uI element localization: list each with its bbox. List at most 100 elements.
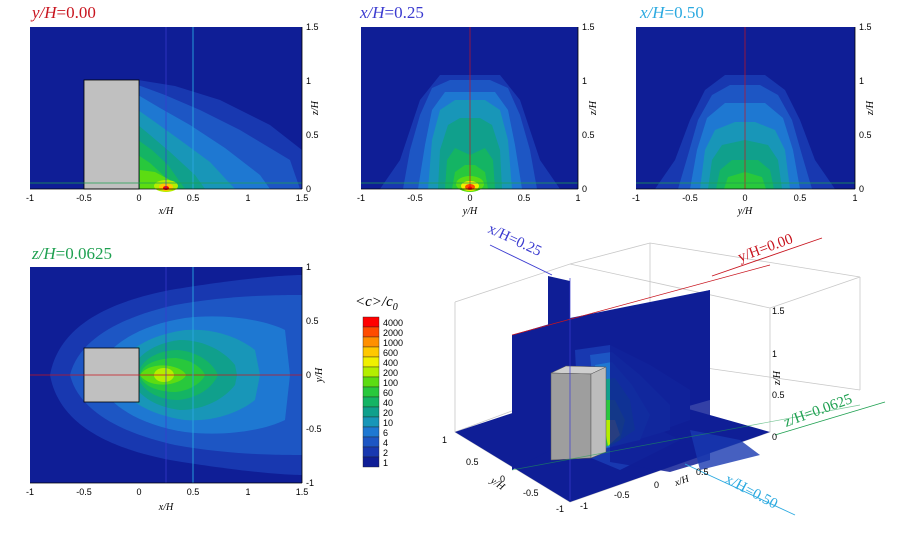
x-tick: 0 [136, 193, 141, 203]
y-axis: 0 0.5 1 1.5 z/H [301, 22, 321, 194]
x-tick: 1.5 [296, 193, 309, 203]
y-axis-label: z/H [865, 100, 876, 116]
x-tick: -0.5 [76, 193, 92, 203]
legend-swatch [362, 356, 380, 368]
y-axis-label: z/H [588, 100, 599, 116]
legend-label: 200 [383, 368, 398, 378]
z-tick: 1 [772, 349, 777, 359]
legend-swatch [362, 316, 380, 328]
y-tick: 1 [859, 76, 864, 86]
y-tick: 0 [582, 184, 587, 194]
y-tick: 0.5 [582, 130, 595, 140]
x-axis-label: y/H [462, 206, 478, 217]
legend-label: 10 [383, 418, 393, 428]
y-tick: 0.5 [466, 457, 479, 467]
z-tick: 0 [772, 432, 777, 442]
legend-label: 100 [383, 378, 398, 388]
legend-swatch [362, 426, 380, 438]
title-val: =0.0625 [56, 244, 112, 263]
legend-label: 4 [383, 438, 388, 448]
legend-label: 2000 [383, 328, 403, 338]
x-tick: 1 [575, 193, 580, 203]
legend-label: 1000 [383, 338, 403, 348]
y-tick: 1.5 [859, 22, 872, 32]
legend-swatch [362, 326, 380, 338]
x-axis-label: x/H [158, 502, 174, 513]
plane-xH-050 [610, 290, 710, 472]
panel-title: z/H=0.0625 [31, 244, 112, 263]
x-tick: -0.5 [614, 490, 630, 500]
y-tick: -0.5 [306, 424, 322, 434]
x-tick: 0 [467, 193, 472, 203]
x-tick: 0.5 [518, 193, 531, 203]
y-axis-label: z/H [310, 100, 321, 116]
x-tick: 0.5 [187, 193, 200, 203]
title-val: =0.25 [385, 3, 424, 22]
title-val: =0.50 [665, 3, 704, 22]
legend-label: 40 [383, 398, 393, 408]
z-tick: 0.5 [772, 390, 785, 400]
legend-swatch [362, 376, 380, 388]
x-tick: 1 [245, 487, 250, 497]
x-axis-label: x/H [672, 473, 691, 489]
leader-xH-025 [489, 244, 553, 276]
y-tick: -0.5 [523, 488, 539, 498]
panel-xH-050: x/H=0.50 -1 -0.5 0 0.5 1 y/H 0 0.5 1 1.5… [632, 3, 876, 217]
y-tick: 0.5 [306, 316, 319, 326]
x-axis-label: y/H [737, 206, 753, 217]
view-3d: x/H=0.25 y/H=0.00 z/H=0.0625 x/H=0.50 1.… [442, 221, 886, 516]
x-tick: 1 [245, 193, 250, 203]
title-var: x/H [639, 3, 666, 22]
x-axis: -1 -0.5 0 0.5 1 1.5 x/H [26, 482, 309, 513]
legend-label: 400 [383, 358, 398, 368]
title-var: y/H [30, 3, 58, 22]
leader-zH-00625 [774, 401, 886, 436]
panel-xH-025: x/H=0.25 -1 -0.5 0 0.5 1 y/H 0 0.5 1 [357, 3, 599, 217]
y-tick: -1 [556, 504, 564, 514]
z-tick: 1.5 [772, 306, 785, 316]
legend-swatch [362, 446, 380, 458]
x-tick: 0.5 [187, 487, 200, 497]
legend-swatch [362, 366, 380, 378]
x-tick: -1 [580, 501, 588, 511]
legend-title: <c>/c0 [355, 294, 398, 313]
x-tick: 1.5 [296, 487, 309, 497]
axis-3d-x: -1 -0.5 0 0.5 x/H [580, 467, 709, 511]
x-tick: 0 [742, 193, 747, 203]
y-tick: 1 [442, 435, 447, 445]
axis-3d-z: 1.5 1 0.5 0 z/H [772, 306, 785, 442]
legend-label: 600 [383, 348, 398, 358]
building [83, 79, 140, 190]
y-tick: 0 [306, 184, 311, 194]
legend-swatch [362, 386, 380, 398]
panel-title: x/H=0.50 [639, 3, 704, 22]
x-axis-label: x/H [158, 206, 174, 217]
y-tick: 0 [500, 474, 505, 484]
plane-xH-050-contour [690, 430, 760, 470]
legend-swatch [362, 436, 380, 448]
legend-swatch [362, 416, 380, 428]
x-axis: -1 -0.5 0 0.5 1 y/H [632, 188, 858, 217]
y-tick: 0.5 [306, 130, 319, 140]
y-tick: 0 [306, 370, 311, 380]
slice-line-yH [511, 264, 771, 336]
y-axis-label: y/H [314, 367, 325, 383]
legend-label: 20 [383, 408, 393, 418]
title-var: x/H [359, 3, 386, 22]
x-tick: -1 [632, 193, 640, 203]
x-tick: 1 [852, 193, 857, 203]
x-tick: -0.5 [682, 193, 698, 203]
panel-title: x/H=0.25 [359, 3, 424, 22]
x-tick: -1 [26, 193, 34, 203]
legend-label: 6 [383, 428, 388, 438]
label-xH-025: x/H=0.25 [485, 221, 544, 260]
y-tick: 1 [582, 76, 587, 86]
y-axis: -1 -0.5 0 0.5 1 y/H [301, 262, 325, 488]
x-tick: -1 [26, 487, 34, 497]
z-axis-label: z/H [772, 370, 783, 386]
leader-yH-000 [711, 237, 823, 277]
y-tick: 1 [306, 76, 311, 86]
title-var: z/H [31, 244, 57, 263]
y-tick: -1 [306, 478, 314, 488]
